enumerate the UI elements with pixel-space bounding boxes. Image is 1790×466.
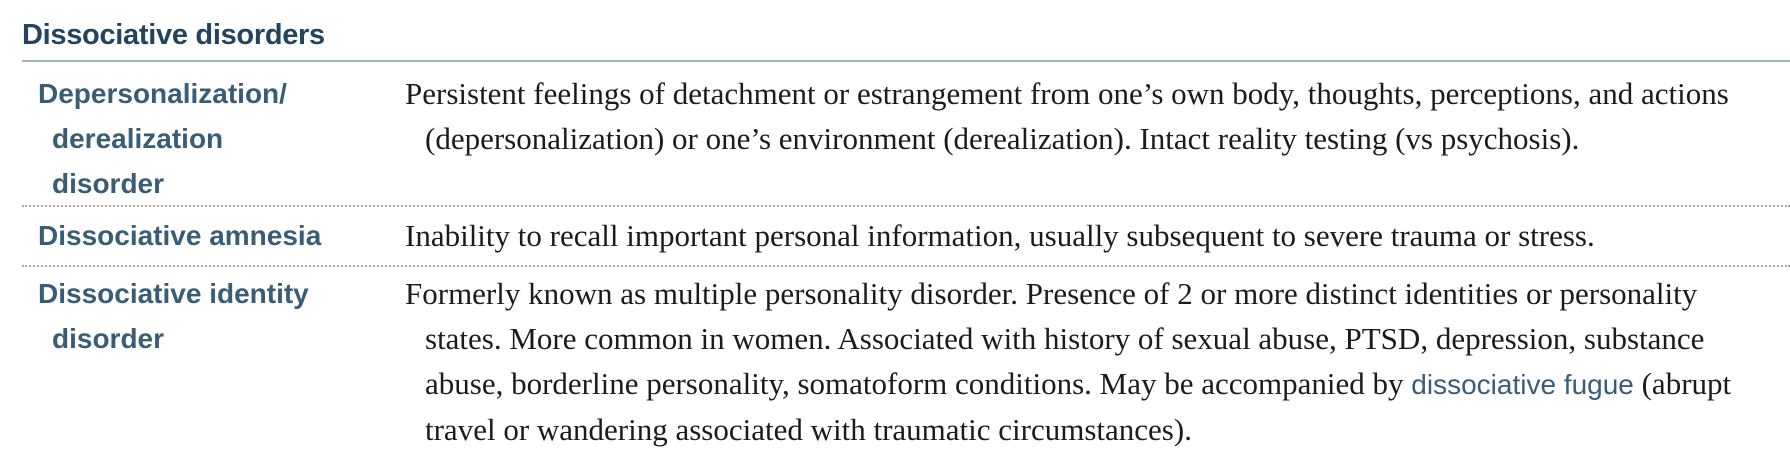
table-row: Dissociative identity disorder Formerly … — [22, 267, 1790, 452]
disorders-table: Depersonalization/ derealization disorde… — [22, 62, 1790, 452]
term-text: Dissociative identity — [38, 278, 309, 309]
definition-cell: Persistent feelings of detachment or est… — [405, 76, 1729, 156]
term-cell: Dissociative identity disorder — [22, 271, 402, 452]
definition-text: Formerly known as multiple personality d… — [405, 276, 1705, 401]
table-row: Dissociative amnesia Inability to recall… — [22, 207, 1790, 267]
term-cell: Dissociative amnesia — [22, 213, 402, 265]
table-row: Depersonalization/ derealization disorde… — [22, 62, 1790, 207]
definition-cell: Inability to recall important personal i… — [405, 218, 1595, 253]
term-text: disorder — [52, 168, 165, 199]
term-text: Depersonalization/ — [38, 78, 287, 109]
definition-text: (abrupt travel or wandering associated w… — [425, 366, 1732, 447]
term-cell: Depersonalization/ derealization disorde… — [22, 71, 402, 205]
highlighted-term: dissociative fugue — [1411, 369, 1634, 400]
term-text: disorder — [52, 323, 165, 354]
title-rule — [22, 60, 1790, 62]
term-text: Dissociative amnesia — [38, 220, 322, 251]
term-text: derealization — [52, 123, 224, 154]
definition-cell: Formerly known as multiple personality d… — [402, 271, 1790, 452]
section-title: Dissociative disorders — [22, 19, 325, 51]
